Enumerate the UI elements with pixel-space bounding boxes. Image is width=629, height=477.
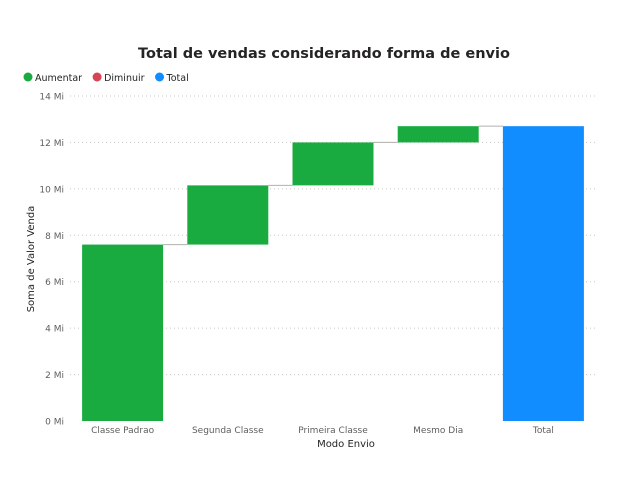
y-axis-title: Soma de Valor Venda [26, 206, 37, 313]
x-tick-label-2: Primeira Classe [298, 426, 368, 436]
legend-marker-2 [155, 72, 165, 82]
legend-label-2: Total [166, 73, 189, 84]
bars [82, 126, 584, 421]
y-tick-label-1: 2 Mi [45, 371, 64, 381]
y-tick-label-0: 0 Mi [45, 418, 64, 428]
bar-4 [502, 126, 584, 421]
x-tick-label-0: Classe Padrao [91, 426, 155, 436]
bar-3 [397, 126, 479, 143]
y-tick-label-6: 12 Mi [39, 139, 64, 149]
x-axis-title: Modo Envio [317, 439, 375, 450]
y-tick-label-7: 14 Mi [39, 93, 64, 103]
x-tick-label-3: Mesmo Dia [413, 426, 463, 436]
legend: Aumentar Diminuir Total [23, 72, 189, 84]
legend-label-1: Diminuir [104, 73, 145, 84]
y-tick-label-4: 8 Mi [45, 232, 64, 242]
connectors [163, 125, 503, 246]
y-tick-label-3: 6 Mi [45, 278, 64, 288]
legend-label-0: Aumentar [35, 73, 82, 84]
bar-0 [82, 244, 164, 421]
y-tick-label-2: 4 Mi [45, 325, 64, 335]
x-axis-ticks: Classe Padrao Segunda Classe Primeira Clas… [91, 426, 554, 436]
bar-1 [187, 185, 269, 245]
y-tick-label-5: 10 Mi [39, 185, 64, 195]
y-axis-ticks: 0 Mi 2 Mi 4 Mi 6 Mi 8 Mi 10 Mi 12 Mi 14 Mi [39, 93, 64, 428]
bar-2 [292, 142, 374, 186]
x-tick-label-1: Segunda Classe [192, 426, 264, 436]
legend-marker-0 [23, 72, 33, 82]
chart-title: Total de vendas considerando forma de en… [138, 46, 510, 62]
x-tick-label-4: Total [532, 426, 554, 436]
legend-marker-1 [92, 72, 102, 82]
